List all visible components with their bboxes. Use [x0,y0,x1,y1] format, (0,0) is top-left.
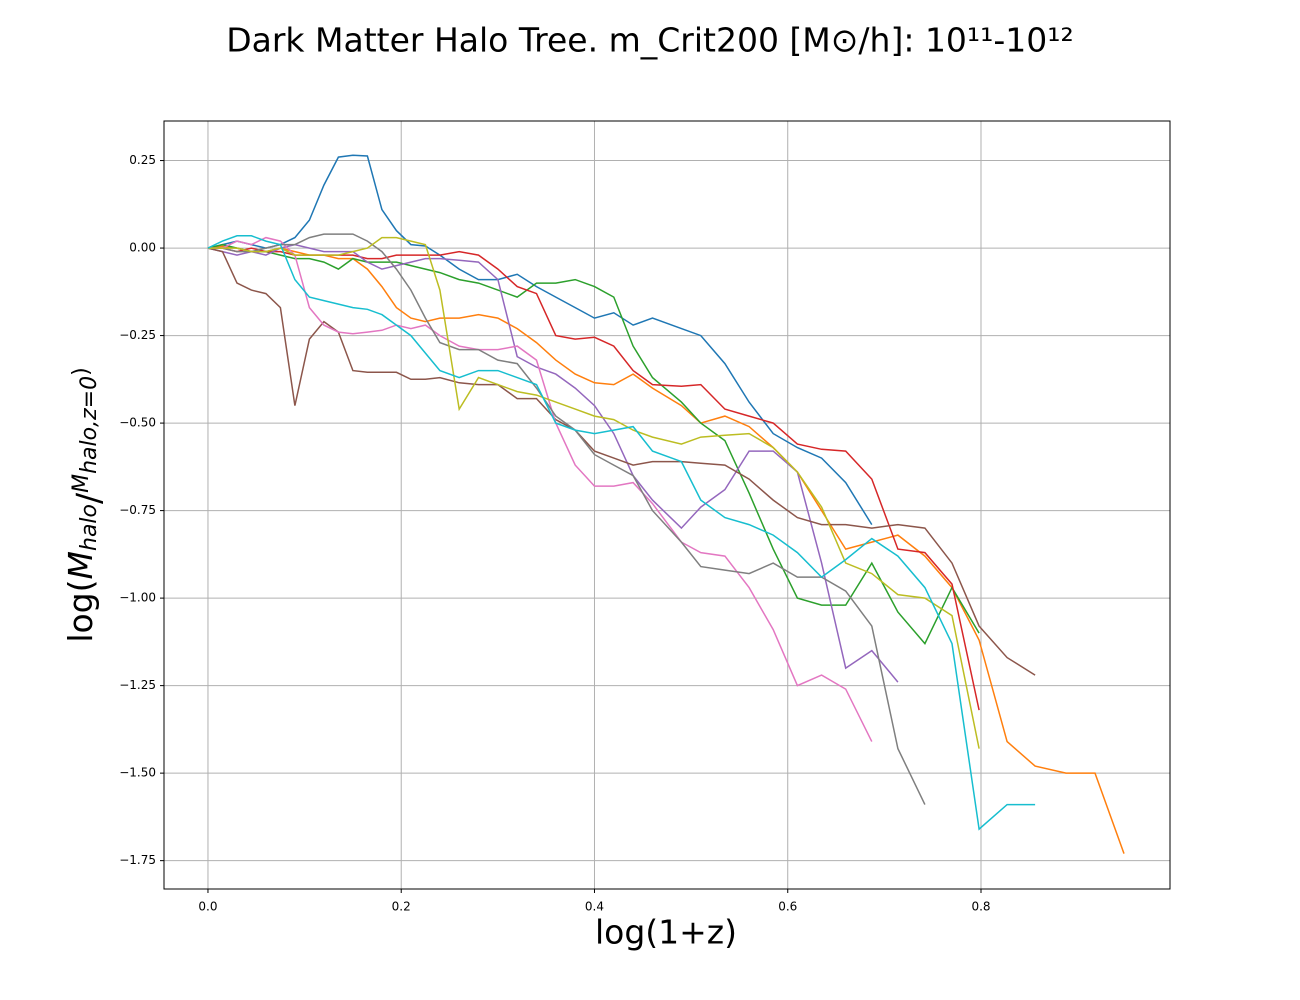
y-tick-label: −0.50 [119,416,156,430]
series-line [207,243,980,645]
series-line [207,245,1125,854]
x-tick-label: 0.6 [778,900,797,914]
series-line [207,247,1036,676]
y-tick-label: −1.00 [119,591,156,605]
y-tick-label: −0.25 [119,328,156,342]
y-axis-label: log(Mhalo/Mhalo,z=0) [61,367,108,642]
x-tick-label: 0.2 [392,900,411,914]
x-tick-label: 0.8 [971,900,990,914]
chart-title: Dark Matter Halo Tree. m_Crit200 [M⊙/h]:… [226,21,1074,60]
series-line [207,235,1036,831]
y-tick-label: −1.75 [119,853,156,867]
y-tick-label: 0.00 [129,241,156,255]
y-tick-label: −1.50 [119,766,156,780]
x-tick-label: 0.0 [198,900,217,914]
series-line [208,236,980,749]
x-tick-label: 0.4 [585,900,604,914]
y-tick-label: 0.25 [129,153,156,167]
plot-frame [163,120,1171,890]
y-tick-label: −1.25 [119,678,156,692]
series-line [207,243,899,683]
y-tick-label: −0.75 [119,503,156,517]
x-axis-label: log(1+z) [595,913,737,952]
series-line [208,233,926,805]
series-line [207,154,873,525]
series-line [208,236,873,742]
